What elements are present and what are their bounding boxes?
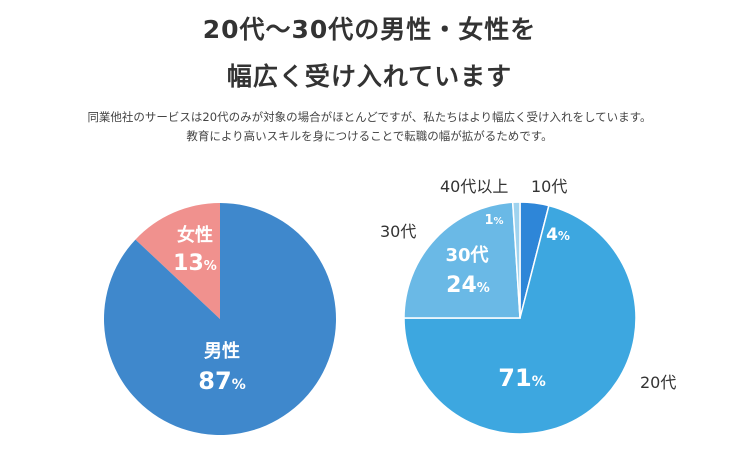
pie-slice-20s	[403, 204, 637, 435]
page-title-line2: 幅広く受け入れています	[226, 62, 513, 91]
slice-label-30s: 30代	[445, 245, 488, 266]
slice-value-female: 13%	[173, 251, 217, 276]
outer-label-20s: 20代	[640, 373, 676, 392]
slice-value-40s-plus: 1%	[484, 213, 503, 228]
outer-label-10s: 10代	[531, 177, 567, 196]
pie-slice-female	[135, 203, 220, 319]
slice-value-30s-unit: %	[477, 281, 490, 296]
slice-label-male: 男性	[204, 340, 240, 362]
slice-value-20s-unit: %	[532, 374, 546, 390]
lead-text-line2: 教育により高いスキルを身につけることで転職の幅が拡がるためです。	[186, 129, 553, 143]
pie-slice-30s	[403, 201, 521, 319]
slice-value-female-unit: %	[204, 259, 217, 274]
slice-label-female: 女性	[177, 224, 213, 246]
slice-value-40s-plus-unit: %	[494, 216, 504, 227]
slice-value-10s: 4%	[546, 225, 570, 245]
page-title-line1: 20代〜30代の男性・女性を	[202, 15, 537, 44]
pie-slice-male	[103, 203, 336, 435]
outer-label-40s-plus: 40代以上	[440, 177, 508, 196]
lead-text-line1: 同業他社のサービスは20代のみが対象の場合がほとんどですが、私たちはより幅広く受…	[87, 110, 652, 124]
pie-slice-40s-plus	[511, 201, 521, 319]
slice-value-10s-unit: %	[558, 229, 570, 243]
slice-value-male-unit: %	[232, 377, 246, 393]
outer-label-30s: 30代	[380, 222, 416, 241]
